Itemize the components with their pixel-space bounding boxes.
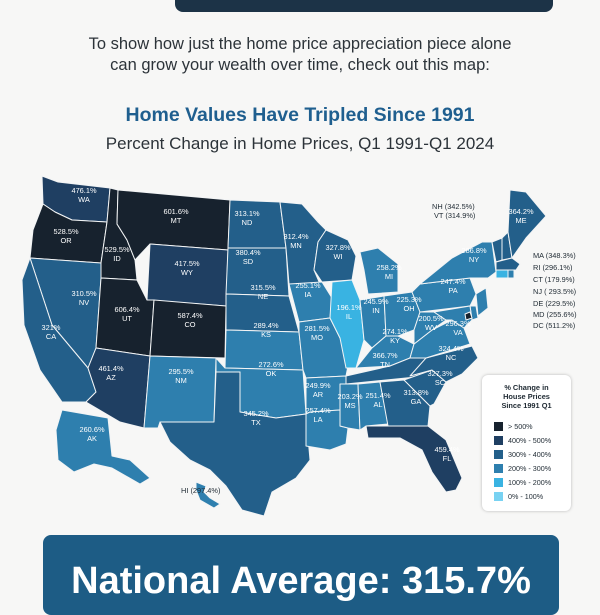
label-NY: 286.8% NY: [461, 246, 487, 264]
callout-ct: CT (179.9%): [533, 275, 575, 284]
label-GA: 313.8% GA: [403, 388, 429, 406]
label-MT: 601.6% MT: [163, 207, 189, 225]
state-RI: [507, 269, 515, 279]
label-FL: 459.4% FL: [434, 445, 460, 463]
national-average-text: National Average: 315.7%: [71, 560, 531, 602]
label-TX: 345.2% TX: [243, 409, 269, 427]
label-SD: 380.4% SD: [235, 248, 261, 266]
label-WV: 200.5% WV: [418, 314, 444, 332]
state-CT: [495, 269, 509, 279]
legend-swatch: [494, 463, 503, 473]
legend-title: % Change in House Prices Since 1991 Q1: [501, 383, 552, 410]
state-MD: [433, 305, 473, 329]
map-subtitle: Percent Change in Home Prices, Q1 1991-Q…: [105, 134, 495, 153]
label-SC: 327.3% SC: [427, 369, 453, 387]
callout-vt: VT (314.9%): [434, 211, 476, 220]
intro-text: To show how just the home price apprecia…: [0, 34, 600, 76]
label-AZ: 461.4% AZ: [98, 364, 124, 382]
label-CA: 321% CA: [41, 323, 61, 341]
legend-swatch: [494, 435, 503, 445]
legend-item-100-200: 100% - 200%: [494, 477, 551, 487]
top-banner-bar: [175, 0, 553, 12]
label-NM: 295.5% NM: [168, 367, 194, 385]
callout-md: MD (255.6%): [533, 310, 577, 319]
label-OK: 272.6% OK: [258, 360, 284, 378]
label-IN: 245.9% IN: [363, 297, 389, 315]
us-map: 476.1% WA 528.5% OR 529.5% ID 601.6% MT 313.…: [0, 160, 600, 520]
legend-item-over-500: > 500%: [494, 421, 533, 431]
intro-line-2: can grow your wealth over time, check ou…: [110, 56, 490, 74]
state-TX: [159, 371, 311, 517]
callout-ma: MA (348.3%): [533, 251, 576, 260]
label-OH: 225.3% OH: [396, 295, 422, 313]
label-AR: 249.9% AR: [305, 381, 331, 399]
label-MS: 203.2% MS: [337, 392, 363, 410]
state-WI: [313, 229, 357, 283]
label-WA: 476.1% WA: [71, 186, 97, 204]
label-IL: 196.1% IL: [336, 303, 362, 321]
us-map-svg: [21, 175, 547, 517]
label-CO: 587.4% CO: [177, 311, 203, 329]
label-NC: 324.4% NC: [438, 344, 464, 362]
state-DC: [464, 311, 473, 321]
national-average-banner: National Average: 315.7%: [43, 535, 559, 615]
label-LA: 257.4% LA: [305, 406, 331, 424]
callout-nj: NJ ( 293.5%): [533, 287, 577, 296]
state-MA: [495, 257, 521, 271]
label-MN: 312.4% MN: [283, 232, 309, 250]
state-NJ: [475, 287, 489, 317]
legend-item-0-100: 0% - 100%: [494, 491, 543, 501]
label-NV: 310.5% NV: [71, 289, 97, 307]
state-AL: [357, 381, 389, 431]
label-KY: 274.1% KY: [382, 327, 408, 345]
state-GA: [379, 379, 431, 427]
label-AK: 260.6% AK: [79, 425, 105, 443]
label-UT: 606.4% UT: [114, 305, 140, 323]
state-HI: [195, 481, 221, 509]
label-WI: 327.8% WI: [325, 243, 351, 261]
callout-dc: DC (511.2%): [533, 321, 576, 330]
legend-item-300-400: 300% - 400%: [494, 449, 551, 459]
label-NE: 315.5% NE: [250, 283, 276, 301]
map-legend: % Change in House Prices Since 1991 Q1 >…: [482, 375, 571, 511]
label-ME: 364.2% ME: [508, 207, 534, 225]
label-MI: 258.2% MI: [376, 263, 402, 281]
map-title: Home Values Have Tripled Since 1991: [125, 104, 475, 126]
label-OR: 528.5% OR: [53, 227, 79, 245]
label-TN: 366.7% TN: [372, 351, 398, 369]
state-NC: [409, 345, 479, 383]
legend-swatch: [494, 477, 503, 487]
label-MO: 281.5% MO: [304, 324, 330, 342]
state-CO: [149, 299, 227, 359]
intro-line-1: To show how just the home price apprecia…: [88, 35, 512, 53]
label-ID: 529.5% ID: [104, 245, 130, 263]
legend-item-400-500: 400% - 500%: [494, 435, 551, 445]
callout-nh: NH (342.5%): [432, 202, 475, 211]
legend-swatch: [494, 449, 503, 459]
label-VA: 296.3% VA: [445, 319, 471, 337]
callout-hi: HI (297.4%): [181, 486, 221, 495]
label-WY: 417.5% WY: [174, 259, 200, 277]
state-CA: [21, 257, 97, 403]
state-MI: [359, 247, 399, 295]
callout-de: DE (229.5%): [533, 299, 576, 308]
label-PA: 247.4% PA: [440, 277, 466, 295]
callout-ri: RI (296.1%): [533, 263, 573, 272]
state-VA: [409, 319, 471, 359]
label-AL: 251.4% AL: [365, 391, 391, 409]
legend-swatch: [494, 421, 503, 431]
label-IA: 255.1% IA: [295, 281, 321, 299]
state-AK: [55, 409, 151, 485]
state-FL: [365, 425, 463, 493]
legend-swatch: [494, 491, 503, 501]
state-NY: [419, 241, 497, 285]
label-ND: 313.1% ND: [234, 209, 260, 227]
legend-item-200-300: 200% - 300%: [494, 463, 551, 473]
label-KS: 289.4% KS: [253, 321, 279, 339]
